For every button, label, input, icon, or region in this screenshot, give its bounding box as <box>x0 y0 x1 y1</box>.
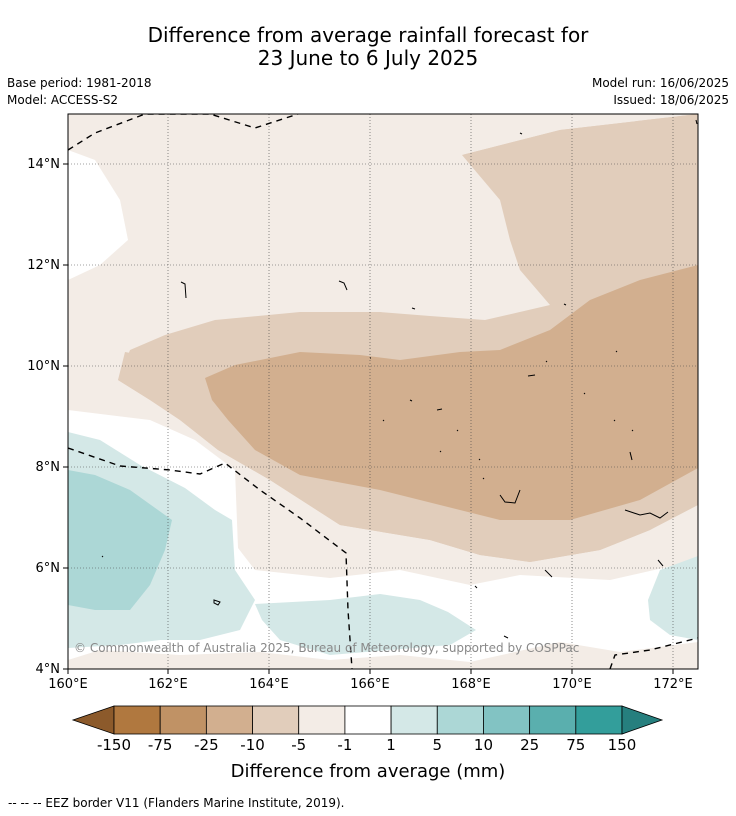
colorbar-swatch <box>344 705 392 735</box>
issued-date: Issued: 18/06/2025 <box>613 93 729 107</box>
colorbar-tick-label: 10 <box>473 736 493 754</box>
lon-tick-172: 172°E <box>653 677 693 692</box>
colorbar-swatch <box>205 705 253 735</box>
model-run: Model run: 16/06/2025 <box>591 76 729 90</box>
lat-tick-4: 4°N <box>36 662 61 677</box>
colorbar-tick-label: -25 <box>194 736 219 754</box>
lat-tick-10: 10°N <box>27 359 60 374</box>
colorbar-tick-label: -5 <box>291 736 307 754</box>
lat-tick-14: 14°N <box>27 157 60 172</box>
colorbar-swatch <box>436 705 484 735</box>
title-line1: Difference from average rainfall forecas… <box>147 23 589 47</box>
eez-borders <box>68 114 698 669</box>
islands <box>101 119 698 639</box>
colorbar-swatch <box>252 705 300 735</box>
colorbar-tick-label: 5 <box>432 736 443 754</box>
colorbar-tick-label: -150 <box>96 736 132 754</box>
lon-tick-168: 168°E <box>451 677 491 692</box>
region-white-hole <box>68 150 128 280</box>
region-light-brown-south <box>68 642 698 669</box>
axis-ticks <box>63 163 674 674</box>
lon-tick-160: 160°E <box>48 677 88 692</box>
region-light-teal-south <box>255 594 476 655</box>
region-teal-west <box>68 470 172 610</box>
colorbar-swatch <box>483 705 531 735</box>
colorbar-tick-label: -10 <box>240 736 265 754</box>
colorbar-tick-label: 1 <box>386 736 396 754</box>
eez-legend: -- -- -- EEZ border V11 (Flanders Marine… <box>8 796 345 810</box>
colorbar-swatch <box>529 705 577 735</box>
colorbar-arrow-high <box>621 705 664 735</box>
base-period: Base period: 1981-2018 <box>7 76 152 90</box>
lat-tick-6: 6°N <box>36 561 61 576</box>
colorbar-tick-label: 150 <box>607 736 637 754</box>
colorbar-swatch <box>159 705 207 735</box>
lat-tick-12: 12°N <box>27 258 60 273</box>
lon-tick-162: 162°E <box>148 677 188 692</box>
model-name: Model: ACCESS-S2 <box>7 93 119 107</box>
colorbar-swatch <box>298 705 346 735</box>
colorbar-title: Difference from average (mm) <box>230 761 506 782</box>
colorbar-tick-label: 25 <box>520 736 540 754</box>
gridlines <box>68 114 698 669</box>
colorbar-arrow-low <box>71 705 115 735</box>
colorbar-swatch <box>390 705 438 735</box>
colorbar-tick-label: -75 <box>147 736 173 754</box>
colorbar-tick-label: 75 <box>566 736 586 754</box>
title-line2: 23 June to 6 July 2025 <box>257 46 479 70</box>
lon-tick-166: 166°E <box>350 677 390 692</box>
colorbar-swatch <box>113 705 161 735</box>
colorbar <box>71 705 664 735</box>
lon-tick-164: 164°E <box>249 677 289 692</box>
lon-tick-170: 170°E <box>552 677 592 692</box>
region-brown-core <box>205 265 698 520</box>
copyright-text: © Commonwealth of Australia 2025, Bureau… <box>74 641 579 655</box>
map-frame <box>67 113 699 670</box>
lat-tick-8: 8°N <box>36 460 61 475</box>
colorbar-tick-label: -1 <box>337 736 353 754</box>
colorbar-swatch <box>575 705 623 735</box>
